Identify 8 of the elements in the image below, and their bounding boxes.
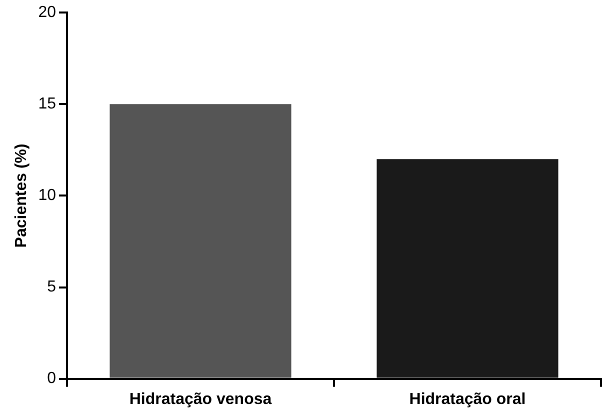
y-tick-label: 10 xyxy=(38,187,56,204)
x-tick-label: Hidratação venosa xyxy=(129,390,272,408)
y-tick-label: 20 xyxy=(38,4,56,22)
y-tick-label: 5 xyxy=(47,278,56,296)
y-tick-label: 15 xyxy=(38,96,56,113)
y-axis-title: Pacientes (%) xyxy=(13,144,30,248)
x-tick-label: Hidratação oral xyxy=(409,390,526,408)
y-tick-label: 0 xyxy=(47,370,56,388)
